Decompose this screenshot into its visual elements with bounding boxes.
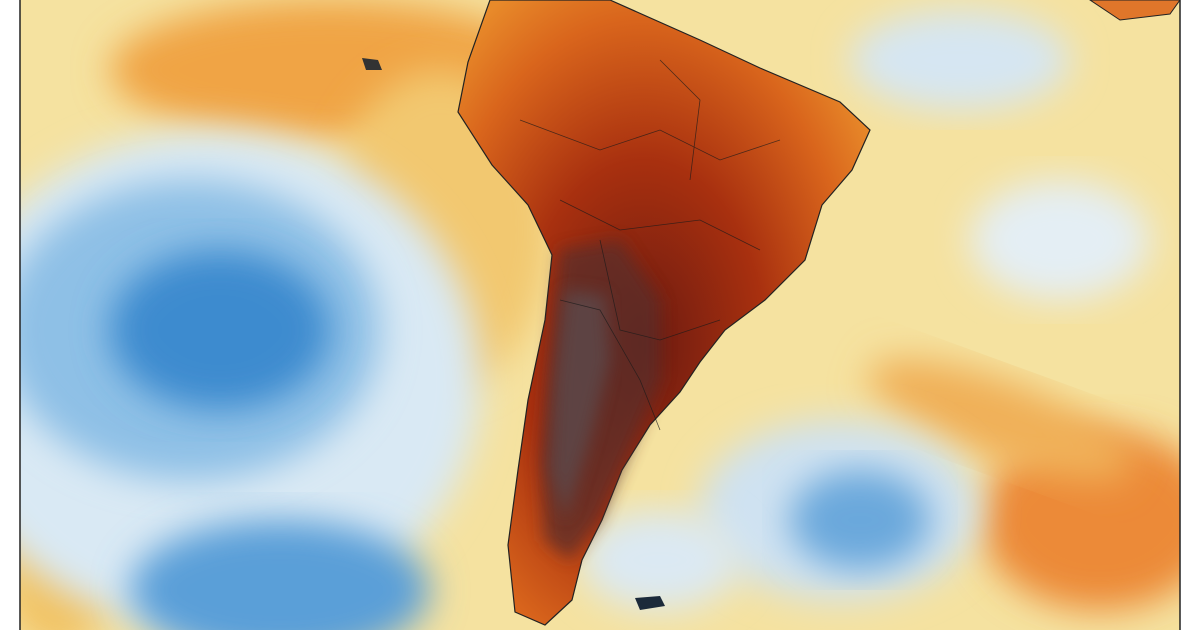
falklands <box>635 596 665 610</box>
warm-band <box>980 430 1180 610</box>
cool-area <box>850 10 1070 110</box>
galapagos <box>362 58 382 70</box>
borders <box>519 59 781 431</box>
cool-area <box>970 180 1150 300</box>
africa-edge <box>1089 0 1180 21</box>
cool-core <box>110 250 330 410</box>
warm-band <box>867 359 1133 481</box>
cool-core <box>130 520 430 630</box>
cool-core <box>790 470 930 570</box>
andes-core <box>550 290 610 520</box>
cool-area <box>580 510 740 610</box>
